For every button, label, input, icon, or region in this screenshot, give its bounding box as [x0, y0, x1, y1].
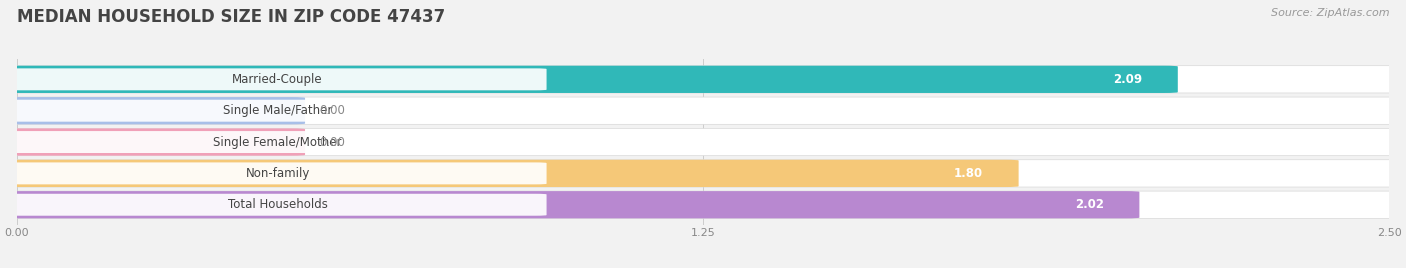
- Text: 2.02: 2.02: [1074, 198, 1104, 211]
- Text: 0.00: 0.00: [319, 104, 344, 117]
- Text: 0.00: 0.00: [319, 136, 344, 148]
- FancyBboxPatch shape: [3, 160, 1018, 187]
- FancyBboxPatch shape: [3, 128, 1403, 156]
- FancyBboxPatch shape: [3, 97, 1403, 124]
- FancyBboxPatch shape: [3, 66, 1403, 93]
- FancyBboxPatch shape: [8, 100, 547, 122]
- Text: Source: ZipAtlas.com: Source: ZipAtlas.com: [1271, 8, 1389, 18]
- Text: MEDIAN HOUSEHOLD SIZE IN ZIP CODE 47437: MEDIAN HOUSEHOLD SIZE IN ZIP CODE 47437: [17, 8, 446, 26]
- FancyBboxPatch shape: [3, 191, 1139, 218]
- FancyBboxPatch shape: [3, 160, 1403, 187]
- FancyBboxPatch shape: [3, 97, 305, 124]
- FancyBboxPatch shape: [8, 194, 547, 216]
- Text: Single Male/Father: Single Male/Father: [224, 104, 332, 117]
- FancyBboxPatch shape: [8, 131, 547, 153]
- FancyBboxPatch shape: [8, 162, 547, 184]
- Text: Total Households: Total Households: [228, 198, 328, 211]
- Text: Non-family: Non-family: [246, 167, 309, 180]
- Text: 1.80: 1.80: [953, 167, 983, 180]
- FancyBboxPatch shape: [3, 191, 1403, 218]
- FancyBboxPatch shape: [3, 128, 305, 156]
- Text: Married-Couple: Married-Couple: [232, 73, 323, 86]
- FancyBboxPatch shape: [3, 66, 1178, 93]
- FancyBboxPatch shape: [8, 68, 547, 90]
- Text: Single Female/Mother: Single Female/Mother: [214, 136, 342, 148]
- Text: 2.09: 2.09: [1114, 73, 1142, 86]
